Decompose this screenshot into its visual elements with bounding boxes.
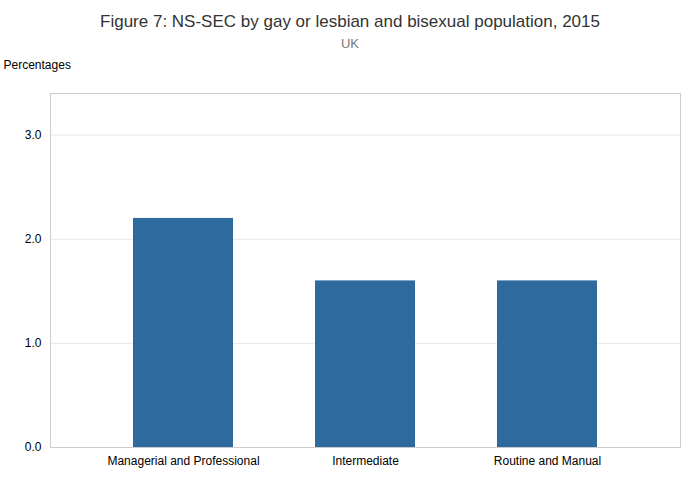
svg-text:Routine and Manual: Routine and Manual <box>494 454 601 468</box>
svg-text:1.0: 1.0 <box>25 336 42 350</box>
svg-text:0.0: 0.0 <box>25 440 42 454</box>
svg-text:3.0: 3.0 <box>25 128 42 142</box>
html-text:UK: UK <box>341 36 359 51</box>
svg-text:Percentages: Percentages <box>4 58 71 72</box>
svg-text:Intermediate: Intermediate <box>332 454 399 468</box>
svg-text:2.0: 2.0 <box>25 232 42 246</box>
html-text:Figure 7: NS-SEC by gay or les: Figure 7: NS-SEC by gay or lesbian and b… <box>100 12 600 31</box>
svg-text:Managerial and Professional: Managerial and Professional <box>107 454 259 468</box>
